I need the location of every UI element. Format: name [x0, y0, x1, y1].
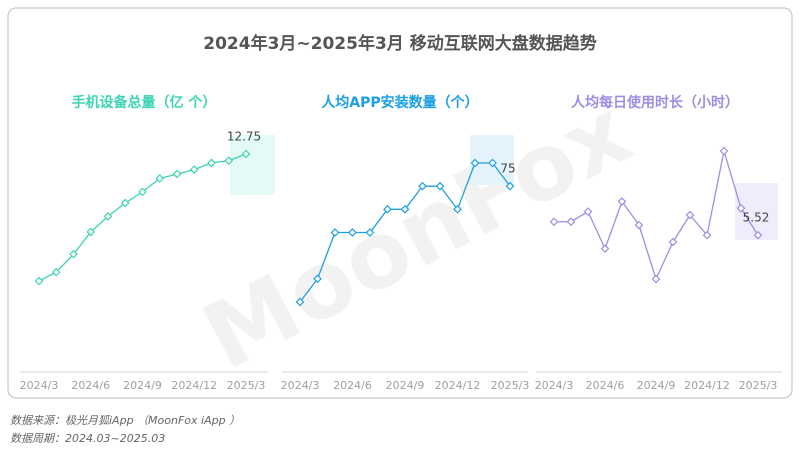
- value-label: 5.52: [743, 211, 770, 225]
- marker: [634, 220, 644, 230]
- marker: [470, 158, 480, 168]
- frame: [7, 7, 793, 399]
- marker: [400, 204, 410, 214]
- x-tick-label: 2025/3: [491, 379, 530, 392]
- marker: [34, 276, 44, 286]
- marker: [505, 181, 515, 191]
- chart-title: 手机设备总量（亿 个）: [72, 94, 217, 111]
- footnote: 数据周期：2024.03~2025.03: [10, 432, 165, 445]
- marker: [241, 149, 251, 159]
- x-tick-label: 2024/3: [20, 379, 59, 392]
- chart-title: 人均APP安装数量（个）: [321, 94, 478, 111]
- x-tick-label: 2024/6: [333, 379, 372, 392]
- x-tick-label: 2024/3: [535, 379, 574, 392]
- marker: [753, 230, 763, 240]
- marker: [103, 212, 113, 221]
- marker: [651, 274, 661, 284]
- marker: [330, 228, 340, 237]
- marker: [348, 228, 357, 237]
- marker: [51, 267, 61, 277]
- value-label: 12.75: [227, 130, 261, 144]
- marker: [453, 204, 462, 214]
- x-tick-label: 2024/12: [435, 379, 481, 392]
- marker: [313, 274, 322, 284]
- x-tick-label: 2024/3: [281, 379, 320, 392]
- marker: [549, 217, 559, 227]
- marker: [719, 146, 729, 156]
- x-tick-label: 2024/6: [586, 379, 625, 392]
- marker: [617, 197, 627, 206]
- main-title: 2024年3月~2025年3月 移动互联网大盘数据趋势: [203, 33, 596, 54]
- marker: [583, 207, 593, 216]
- marker: [365, 228, 375, 237]
- marker: [295, 297, 305, 307]
- marker: [566, 217, 576, 227]
- x-tick-label: 2024/6: [71, 379, 110, 392]
- highlight: [230, 135, 275, 195]
- marker: [69, 249, 78, 259]
- footnote: 数据来源：极光月狐iApp （MoonFox iApp ）: [10, 414, 240, 427]
- marker: [668, 237, 678, 247]
- marker: [418, 181, 427, 191]
- marker: [207, 158, 216, 168]
- x-tick-label: 2024/9: [637, 379, 676, 392]
- x-tick-label: 2024/9: [386, 379, 425, 392]
- marker: [138, 187, 147, 197]
- marker: [120, 198, 130, 208]
- marker: [685, 210, 695, 220]
- marker: [702, 230, 712, 240]
- marker: [435, 181, 445, 191]
- marker: [224, 156, 234, 166]
- marker: [600, 244, 610, 254]
- x-tick-label: 2025/3: [227, 379, 266, 392]
- value-label: 75: [500, 162, 515, 176]
- marker: [172, 169, 182, 179]
- x-tick-label: 2024/12: [171, 379, 217, 392]
- marker: [86, 227, 96, 237]
- marker: [736, 203, 746, 213]
- chart-title: 人均每日使用时长（小时）: [571, 94, 739, 111]
- x-tick-label: 2024/12: [684, 379, 730, 392]
- marker: [189, 165, 199, 174]
- x-tick-label: 2025/3: [739, 379, 778, 392]
- marker: [155, 174, 165, 183]
- x-tick-label: 2024/9: [123, 379, 162, 392]
- marker: [488, 158, 497, 168]
- highlight: [735, 183, 778, 240]
- marker: [383, 204, 392, 214]
